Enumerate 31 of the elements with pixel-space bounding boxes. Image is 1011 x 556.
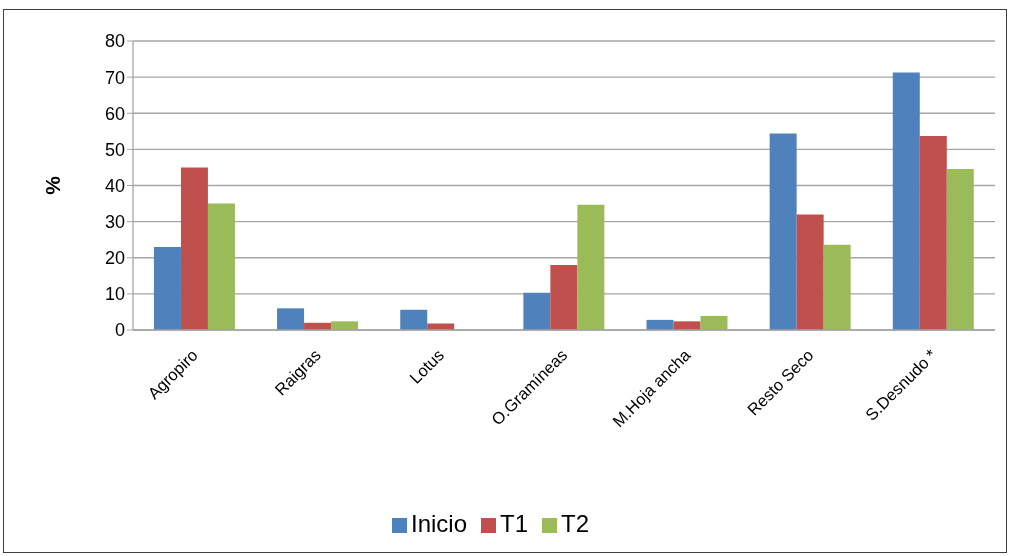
bar [153,246,181,330]
y-tick-label: 30 [104,212,125,233]
bar [919,136,947,330]
bar [946,168,974,330]
bar [892,72,920,330]
bar [427,323,455,330]
bar [550,264,578,330]
bar [331,321,359,330]
y-tick-label: 60 [104,103,125,124]
bar [207,203,235,330]
y-tick-label: 40 [104,175,125,196]
bar [823,244,851,330]
bar [400,309,428,330]
legend-label: T2 [561,510,590,537]
y-tick-label: 70 [104,67,125,88]
bar [769,133,797,330]
bar [673,321,701,330]
bar [796,214,824,330]
legend-label: T1 [500,510,529,537]
bar [577,204,605,330]
y-tick-label: 80 [104,31,125,52]
bar [180,167,208,330]
y-tick-label: 50 [104,139,125,160]
y-tick-label: 0 [114,320,125,341]
bar [523,292,551,330]
y-axis-title: % [40,175,64,195]
legend-label: Inicio [410,510,467,537]
bar [700,315,728,330]
bar [277,308,305,330]
y-tick-label: 20 [104,248,125,269]
y-tick-label: 10 [104,284,125,305]
